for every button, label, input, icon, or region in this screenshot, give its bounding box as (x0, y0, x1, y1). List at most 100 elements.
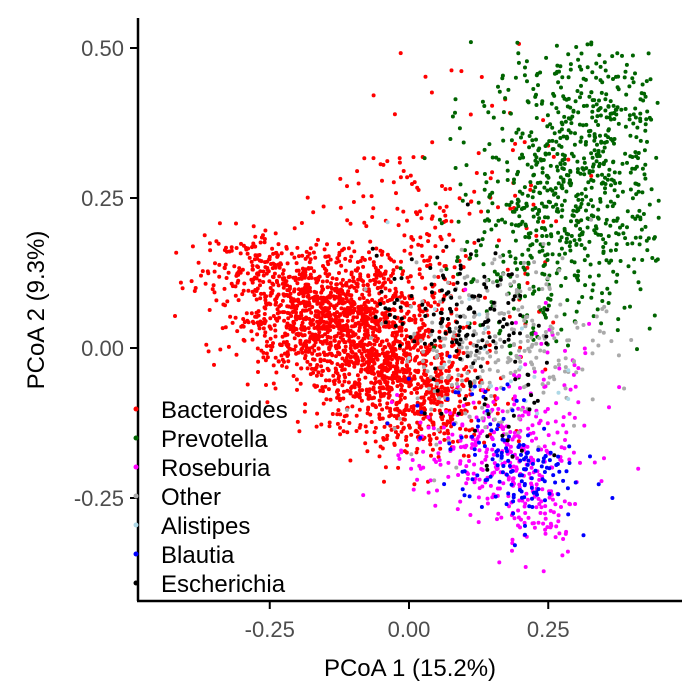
data-point (403, 407, 408, 412)
data-point (340, 318, 345, 323)
data-point (562, 383, 567, 388)
data-point (468, 513, 473, 517)
data-point (654, 155, 659, 160)
data-point (342, 246, 346, 251)
data-point (612, 201, 617, 206)
data-point (381, 436, 386, 440)
data-point (432, 389, 437, 394)
data-point (307, 302, 312, 307)
data-point (390, 320, 395, 325)
data-point (259, 348, 264, 353)
data-point (454, 381, 459, 386)
data-point (317, 330, 322, 335)
data-point (540, 287, 545, 291)
data-point (271, 381, 276, 386)
data-point (518, 339, 523, 344)
data-point (326, 254, 331, 259)
data-point (296, 268, 301, 273)
data-point (438, 400, 443, 405)
data-point (422, 341, 427, 346)
data-point (273, 328, 278, 333)
data-point (587, 133, 592, 138)
data-point (307, 251, 312, 256)
data-point (478, 384, 482, 389)
data-point (409, 244, 414, 249)
data-point (485, 467, 490, 472)
data-point (545, 258, 550, 262)
data-point (500, 126, 505, 131)
data-point (518, 458, 523, 463)
data-point (531, 430, 536, 435)
data-point (392, 259, 396, 264)
data-point (369, 194, 374, 199)
data-point (414, 260, 419, 265)
data-point (547, 495, 552, 500)
data-point (234, 246, 239, 250)
data-point (597, 164, 602, 169)
data-point (504, 292, 509, 297)
data-point (520, 219, 525, 224)
data-point (371, 156, 376, 161)
data-point (562, 228, 567, 233)
data-point (603, 221, 608, 226)
data-point (403, 337, 408, 342)
data-point (655, 100, 660, 105)
data-point (347, 278, 352, 283)
data-point (411, 155, 416, 160)
data-point (575, 273, 580, 278)
data-point (523, 523, 527, 528)
data-point (426, 425, 431, 430)
data-point (368, 278, 373, 283)
data-point (336, 288, 341, 293)
data-point (504, 446, 509, 451)
data-point (385, 401, 390, 406)
data-point (512, 327, 516, 332)
data-point (300, 327, 304, 332)
data-point (604, 139, 609, 144)
data-point (507, 434, 511, 439)
data-point (313, 338, 318, 343)
data-point (384, 375, 389, 380)
data-point (361, 194, 366, 199)
data-point (378, 402, 382, 407)
data-point (486, 318, 491, 323)
data-point (213, 261, 217, 266)
data-point (232, 264, 237, 269)
data-point (460, 382, 465, 387)
data-point (511, 413, 516, 418)
data-point (530, 461, 535, 466)
data-point (418, 338, 423, 343)
data-point (469, 446, 474, 450)
data-point (526, 382, 531, 387)
data-point (396, 413, 400, 418)
legend-label-roseburia: Roseburia (161, 455, 271, 482)
data-point (387, 389, 392, 394)
data-point (506, 310, 511, 315)
data-point (255, 332, 260, 337)
data-point (556, 230, 561, 235)
data-point (438, 446, 443, 451)
data-point (345, 218, 350, 223)
data-point (337, 250, 342, 255)
data-point (595, 215, 600, 220)
data-point (371, 330, 376, 335)
data-point (596, 148, 601, 153)
data-point (444, 291, 449, 296)
data-point (555, 331, 560, 336)
data-point (370, 215, 375, 219)
data-point (495, 517, 499, 522)
data-point (229, 248, 234, 253)
data-point (549, 232, 553, 237)
data-point (264, 351, 269, 356)
data-point (565, 298, 570, 303)
data-point (559, 85, 563, 90)
data-point (319, 364, 324, 369)
data-point (217, 274, 222, 279)
data-point (262, 291, 266, 296)
data-point (525, 372, 530, 377)
data-point (473, 476, 478, 481)
data-point (415, 403, 420, 408)
data-point (367, 387, 372, 392)
data-point (574, 45, 579, 49)
data-point (366, 316, 371, 321)
